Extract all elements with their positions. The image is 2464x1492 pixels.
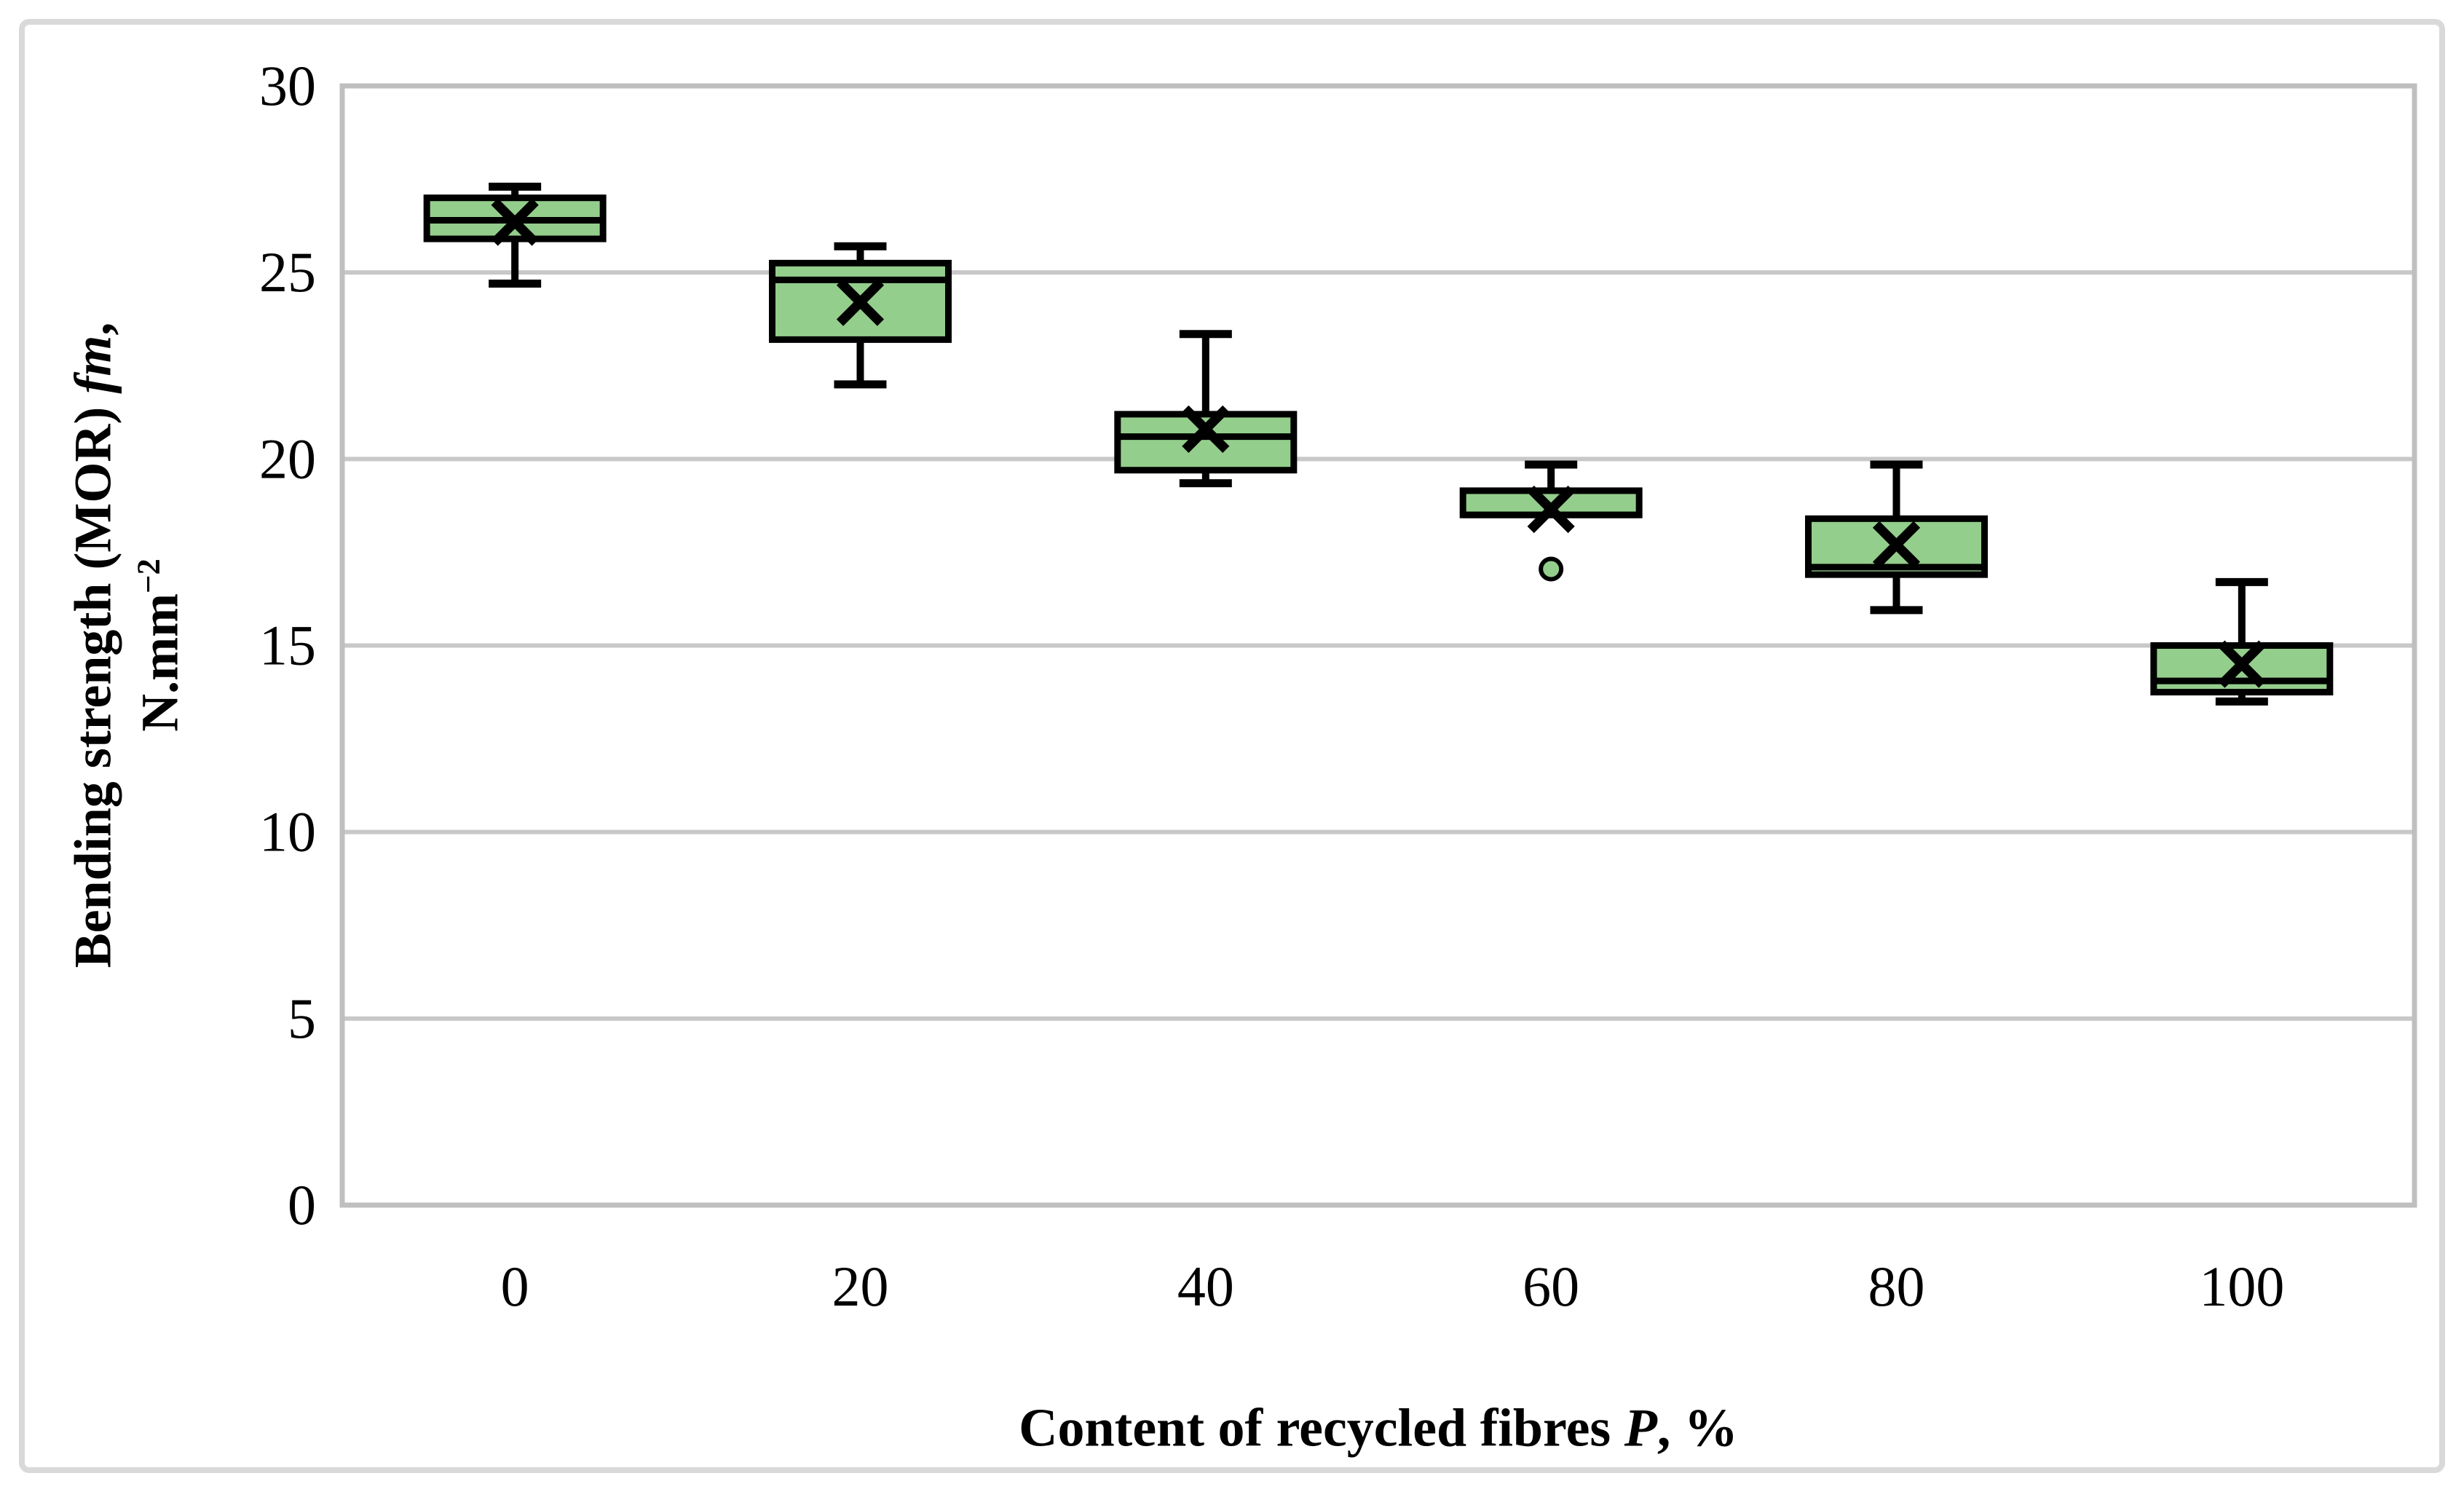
x-tick-label-20: 20 [832,1255,889,1318]
x-axis-title: Content of recycled fibres P, % [1019,1398,1738,1459]
y-tick-label-30: 30 [259,54,316,117]
x-tick-label-40: 40 [1177,1255,1234,1318]
y-axis-title-line2: N.mm−2 [130,558,189,732]
x-tick-label-0: 0 [501,1255,529,1318]
y-tick-label-25: 25 [259,240,316,304]
x-tick-label-100: 100 [2199,1255,2284,1318]
y-tick-label-10: 10 [259,800,316,864]
plot-area-border [339,83,2417,1208]
box-60-mean-x-icon [1527,485,1575,534]
y-tick-label-20: 20 [259,427,316,490]
box-20-mean-x-icon [836,278,885,326]
y-tick-label-0: 0 [288,1173,316,1236]
box-80-mean-x-icon [1872,521,1921,569]
x-tick-label-80: 80 [1868,1255,1925,1318]
y-axis-title-line1: Bending strength (MOR) fm, [63,322,122,968]
box-100-mean-x-icon [2218,640,2266,688]
box-40-mean-x-icon [1182,405,1230,453]
x-tick-label-60: 60 [1523,1255,1579,1318]
y-tick-label-5: 5 [288,987,316,1050]
box-60-outlier-icon [1539,556,1564,582]
box-0-mean-x-icon [491,198,539,246]
y-tick-label-15: 15 [259,614,316,677]
